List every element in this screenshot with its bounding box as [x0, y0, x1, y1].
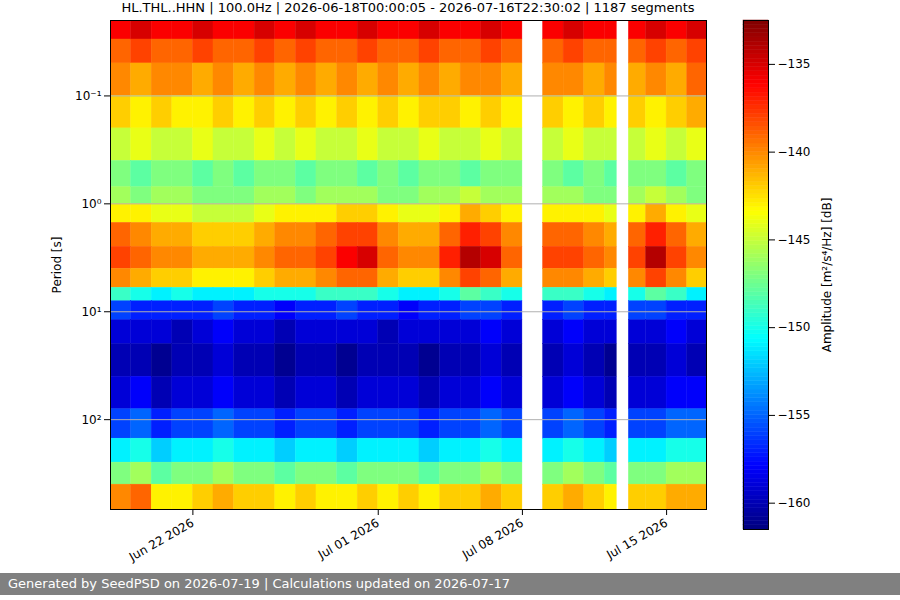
html-text:HL.THL..HHN | 100.0Hz | 2026-0: HL.THL..HHN | 100.0Hz | 2026-06-18T00:00…	[121, 0, 695, 15]
svg-text:Amplitude [m²/s⁴/Hz] [dB]: Amplitude [m²/s⁴/Hz] [dB]	[820, 198, 834, 353]
svg-text:10⁰: 10⁰	[81, 197, 101, 211]
svg-text:−155: −155	[778, 408, 811, 422]
svg-text:Jul 08 2026: Jul 08 2026	[459, 516, 526, 563]
svg-text:−145: −145	[778, 233, 811, 247]
svg-text:−150: −150	[778, 320, 811, 334]
svg-text:Jul 01 2026: Jul 01 2026	[315, 516, 382, 563]
svg-text:−135: −135	[778, 57, 811, 71]
html-text:Generated by SeedPSD on 2026-0: Generated by SeedPSD on 2026-07-19 | Cal…	[8, 576, 510, 591]
svg-text:Period [s]: Period [s]	[50, 237, 64, 294]
svg-text:−140: −140	[778, 145, 811, 159]
svg-text:10²: 10²	[81, 413, 101, 427]
svg-text:−160: −160	[778, 496, 811, 510]
svg-text:Jul 15 2026: Jul 15 2026	[603, 516, 670, 563]
svg-text:10¹: 10¹	[81, 305, 101, 319]
svg-text:10⁻¹: 10⁻¹	[75, 89, 102, 103]
svg-text:Jun 22 2026: Jun 22 2026	[126, 516, 196, 565]
